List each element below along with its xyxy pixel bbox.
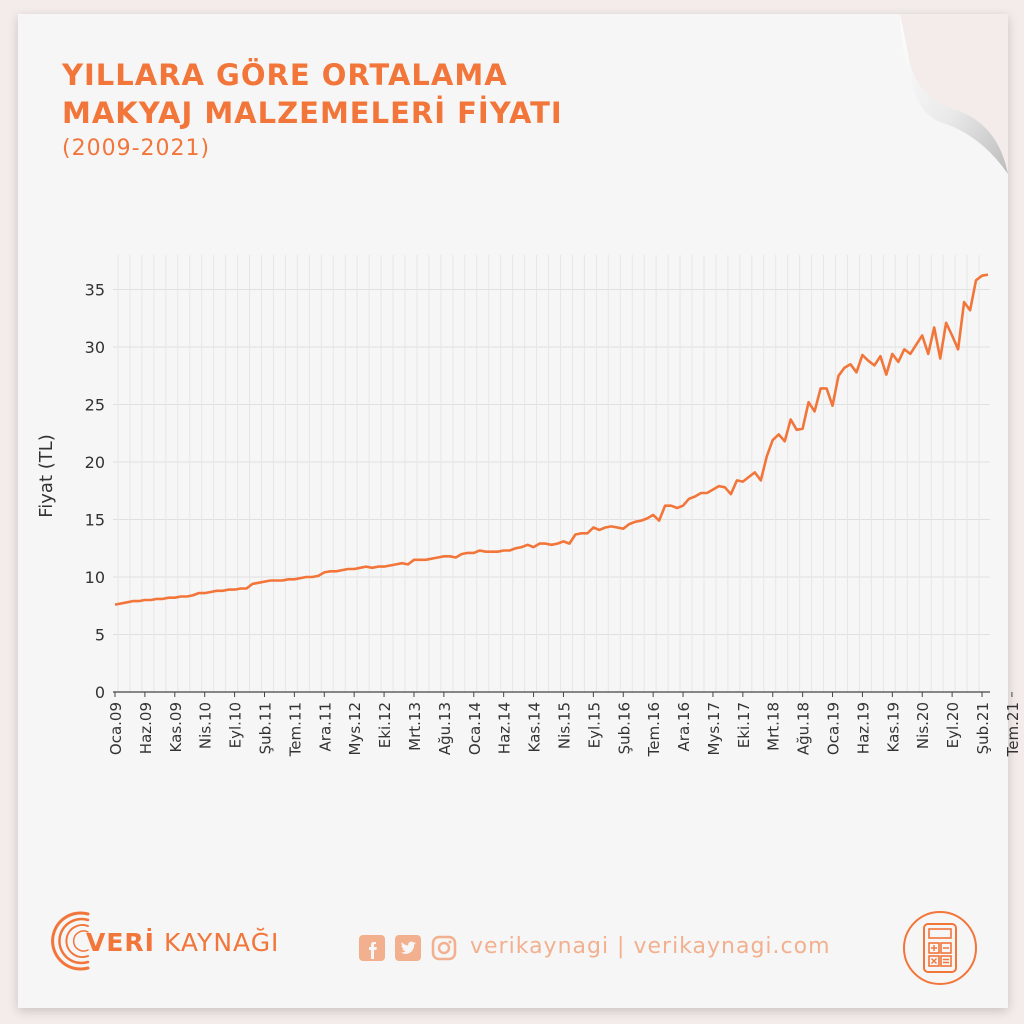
x-tick-label: Ara.16 (675, 702, 693, 751)
x-tick-label: Haz.09 (137, 702, 155, 754)
x-tick-label: Mys.12 (346, 702, 364, 756)
x-tick-label: Eki.12 (376, 702, 394, 748)
x-tick-label: Nis.20 (914, 702, 932, 749)
x-tick-label: Haz.14 (496, 702, 514, 754)
x-tick-label: Şub.16 (615, 702, 633, 754)
social-icons (358, 934, 458, 962)
x-tick-label: Eyl.10 (227, 702, 245, 748)
chart-grid (113, 255, 990, 692)
x-tick-label: Oca.14 (466, 702, 484, 755)
y-tick-label: 0 (95, 683, 105, 702)
chart-title-line-2: MAKYAJ MALZEMELERİ FİYATI (62, 96, 563, 130)
y-axis-ticks: 0 5 10 15 20 25 30 35 (85, 281, 105, 703)
x-tick-label: Mrt.18 (765, 702, 783, 751)
brand-suffix: KAYNAĞI (163, 928, 280, 957)
y-tick-label: 30 (85, 338, 105, 357)
x-tick-label: Kas.09 (167, 702, 185, 752)
brand-name: VERİ KAYNAĞI (86, 928, 279, 957)
chart-subtitle: (2009-2021) (62, 136, 211, 161)
y-tick-label: 15 (85, 511, 105, 530)
x-tick-label: Ara.11 (316, 702, 334, 751)
x-tick-label: Tem.11 (286, 702, 304, 757)
x-tick-label: Eki.17 (735, 702, 753, 748)
facebook-icon[interactable] (358, 934, 386, 962)
x-tick-label: Mrt.13 (406, 702, 424, 751)
series-line-price (114, 273, 989, 606)
x-tick-label: Eyl.15 (585, 702, 603, 748)
x-tick-label: Şub.11 (256, 702, 274, 754)
x-tick-label: Nis.10 (197, 702, 215, 749)
calculator-icon (903, 911, 977, 985)
x-tick-label: Ağu.18 (795, 702, 813, 755)
x-tick-label: Tem.16 (645, 702, 663, 757)
social-handle[interactable]: verikaynagi | verikaynagi.com (470, 934, 831, 959)
y-tick-label: 25 (85, 396, 105, 415)
x-tick-label: Nis.15 (555, 702, 573, 749)
x-tick-label: Kas.14 (526, 702, 544, 752)
y-tick-label: 5 (95, 626, 105, 645)
instagram-icon[interactable] (430, 934, 458, 962)
y-tick-label: 35 (85, 281, 105, 300)
x-tick-label: Haz.19 (854, 702, 872, 754)
chart-title-line-1: YILLARA GÖRE ORTALAMA (62, 58, 508, 92)
x-tick-label: Mys.17 (705, 702, 723, 756)
veri-kaynagi-logo-icon (51, 911, 90, 971)
x-tick-label: Oca.19 (825, 702, 843, 755)
y-tick-label: 20 (85, 453, 105, 472)
x-tick-label: Ağu.13 (436, 702, 454, 755)
x-tick-label: Tem.21 (1004, 702, 1022, 757)
x-tick-label: Şub.21 (974, 702, 992, 754)
chart-title: YILLARA GÖRE ORTALAMA MAKYAJ MALZEMELERİ… (62, 56, 563, 132)
y-tick-label: 10 (85, 568, 105, 587)
x-tick-label: Eyl.20 (944, 702, 962, 748)
x-tick-label: Oca.09 (107, 702, 125, 755)
y-axis-label: Fiyat (TL) (36, 434, 57, 518)
x-axis-ticks: Oca.09 Haz.09 Kas.09 Nis.10 Eyl.10 Şub.11 Tem.… (107, 692, 1022, 757)
brand-prefix: VERİ (86, 928, 155, 957)
twitter-icon[interactable] (394, 934, 422, 962)
x-tick-label: Kas.19 (884, 702, 902, 752)
